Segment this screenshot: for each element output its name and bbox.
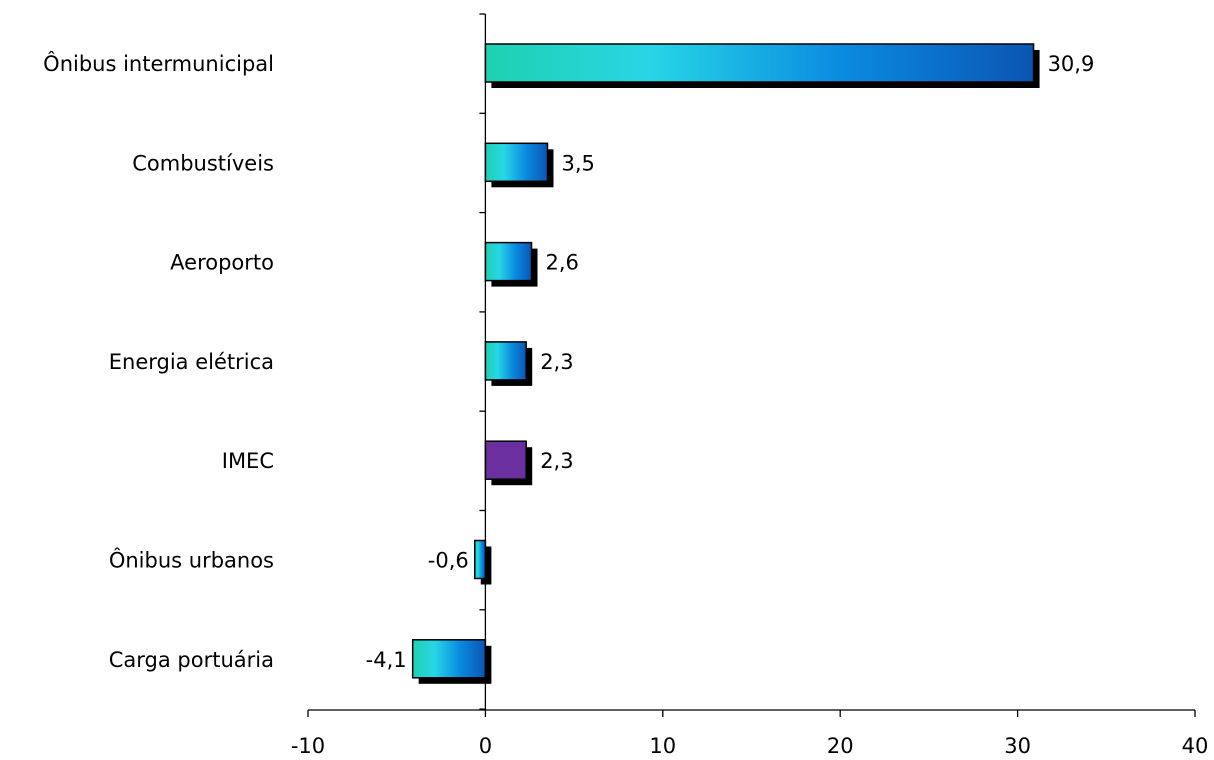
bar <box>484 43 1035 83</box>
category-label: Carga portuária <box>109 648 274 672</box>
bar <box>484 142 549 183</box>
category-label: Combustíveis <box>132 151 274 175</box>
x-tick-label: 30 <box>1004 734 1031 758</box>
value-label: -0,6 <box>428 549 469 573</box>
bars-group <box>411 43 1035 679</box>
axes-group <box>307 13 1196 717</box>
value-label: 2,6 <box>546 251 579 275</box>
value-label: -4,1 <box>366 648 407 672</box>
bar <box>484 241 533 282</box>
x-tick-label: 10 <box>649 734 676 758</box>
bar <box>411 639 487 679</box>
bar <box>484 440 527 480</box>
category-label: Ônibus intermunicipal <box>43 51 274 76</box>
value-label: 2,3 <box>540 449 573 473</box>
category-label: Aeroporto <box>170 251 274 275</box>
x-tick-label: 20 <box>827 734 854 758</box>
category-label: Energia elétrica <box>109 350 274 374</box>
bar <box>484 341 527 381</box>
category-label: Ônibus urbanos <box>109 548 274 573</box>
bar <box>474 539 487 580</box>
value-label: 3,5 <box>561 151 594 175</box>
labels-group: Ônibus intermunicipal 30,9 Combustíveis 3,5… <box>43 51 1208 758</box>
x-tick-label: -10 <box>291 734 325 758</box>
x-tick-label: 40 <box>1182 734 1209 758</box>
value-label: 2,3 <box>540 350 573 374</box>
category-label: IMEC <box>222 449 274 473</box>
value-label: 30,9 <box>1048 52 1095 76</box>
x-tick-label: 0 <box>479 734 492 758</box>
